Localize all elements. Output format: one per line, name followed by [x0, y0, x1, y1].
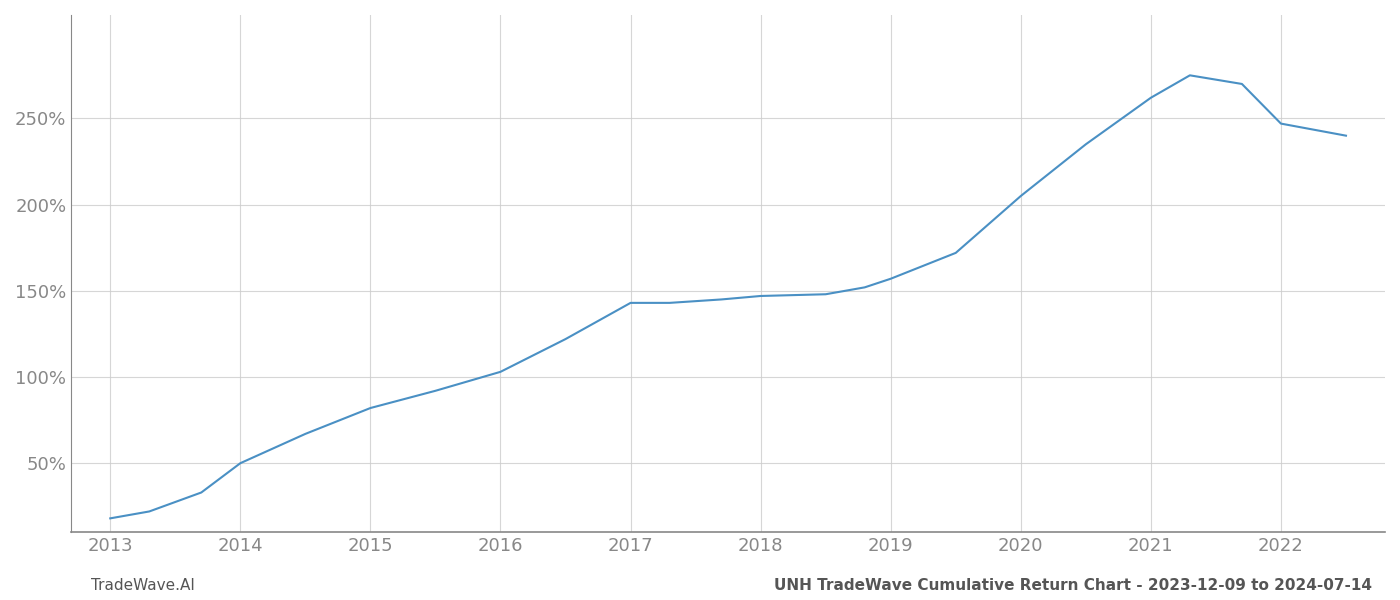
Text: UNH TradeWave Cumulative Return Chart - 2023-12-09 to 2024-07-14: UNH TradeWave Cumulative Return Chart - …: [774, 578, 1372, 593]
Text: TradeWave.AI: TradeWave.AI: [91, 578, 195, 593]
